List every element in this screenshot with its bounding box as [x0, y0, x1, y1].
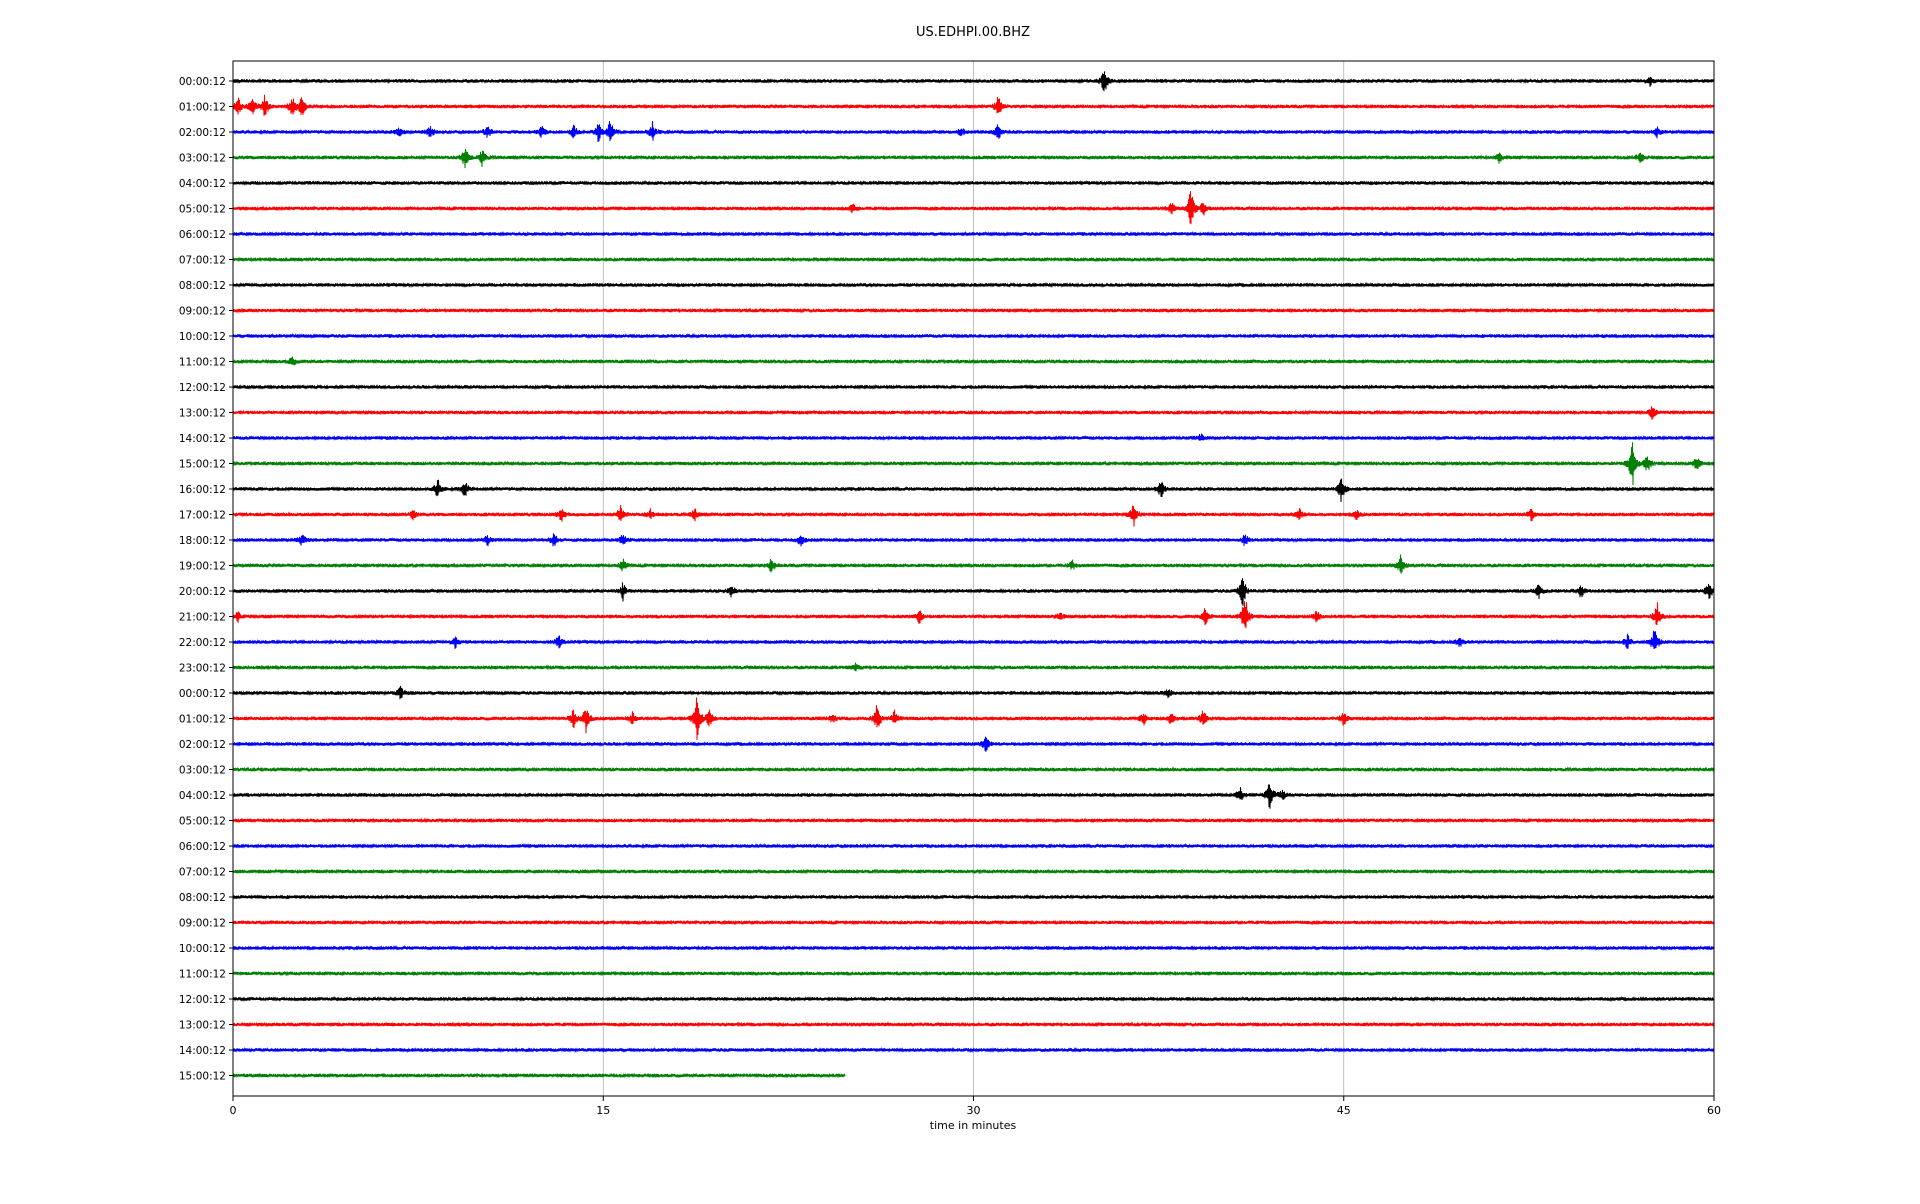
seismic-trace [232, 868, 1715, 875]
seismic-trace [232, 191, 1715, 225]
row-label: 05:00:12 [179, 204, 226, 216]
seismic-trace [232, 71, 1715, 92]
seismic-trace [232, 736, 1715, 752]
row-label: 05:00:12 [179, 816, 226, 828]
row-label: 15:00:12 [179, 1071, 226, 1083]
seismic-trace [232, 970, 1715, 977]
row-label: 19:00:12 [179, 561, 226, 573]
row-label: 06:00:12 [179, 841, 226, 853]
x-tick-label: 60 [1707, 1104, 1721, 1117]
row-label: 09:00:12 [179, 306, 226, 318]
row-label: 03:00:12 [179, 153, 226, 165]
row-label: 10:00:12 [179, 943, 226, 955]
seismic-trace [232, 281, 1715, 289]
x-tick-label: 45 [1337, 1104, 1351, 1117]
seismic-trace [232, 121, 1715, 143]
row-label: 08:00:12 [179, 280, 226, 292]
seismic-trace [232, 784, 1715, 809]
row-label: 04:00:12 [179, 790, 226, 802]
seismic-trace [232, 94, 1715, 116]
seismic-trace [232, 944, 1715, 952]
chart-title: US.EDHPI.00.BHZ [916, 25, 1030, 40]
row-label: 18:00:12 [179, 535, 226, 547]
row-label: 11:00:12 [179, 357, 226, 369]
seismic-trace [232, 478, 1715, 503]
row-label: 09:00:12 [179, 918, 226, 930]
seismic-trace [232, 256, 1715, 263]
seismic-trace [232, 685, 1715, 700]
seismic-trace [232, 406, 1715, 420]
seismic-trace [232, 1021, 1715, 1028]
row-label: 11:00:12 [179, 969, 226, 981]
row-label: 01:00:12 [179, 102, 226, 114]
seismic-trace [232, 148, 1715, 169]
seismic-trace [232, 817, 1715, 824]
x-tick-layer: 0 15 30 45 60 [230, 1096, 1721, 1117]
row-label: 00:00:12 [179, 76, 226, 88]
row-label: 07:00:12 [179, 867, 226, 879]
row-label: 23:00:12 [179, 663, 226, 675]
row-label: 16:00:12 [179, 484, 226, 496]
row-label: 03:00:12 [179, 765, 226, 777]
row-label: 22:00:12 [179, 637, 226, 649]
seismic-trace [232, 230, 1715, 238]
seismic-trace [232, 533, 1715, 547]
seismic-trace [232, 1046, 1715, 1054]
row-label: 07:00:12 [179, 255, 226, 267]
seismic-trace [232, 630, 1715, 650]
row-label: 02:00:12 [179, 127, 226, 139]
row-label: 17:00:12 [179, 510, 226, 522]
seismic-trace [232, 919, 1715, 926]
seismic-trace [232, 383, 1715, 391]
seismic-trace [232, 433, 1715, 441]
row-label: 06:00:12 [179, 229, 226, 241]
seismic-trace [232, 554, 1715, 574]
row-label-layer: 00:00:12 01:00:12 02:00:12 03:00:12 04:00:12… [179, 76, 233, 1083]
x-tick-label: 0 [230, 1104, 237, 1117]
trace-layer [232, 71, 1715, 1079]
row-label: 21:00:12 [179, 612, 226, 624]
seismic-trace [232, 332, 1715, 340]
row-label: 13:00:12 [179, 1020, 226, 1032]
row-label: 04:00:12 [179, 178, 226, 190]
x-axis-label: time in minutes [930, 1119, 1017, 1132]
seismic-trace [232, 995, 1715, 1003]
row-label: 15:00:12 [179, 459, 226, 471]
row-label: 10:00:12 [179, 331, 226, 343]
seismic-trace [232, 766, 1715, 773]
x-tick-label: 30 [967, 1104, 981, 1117]
seismic-trace [232, 442, 1715, 486]
seismic-trace [232, 697, 1715, 741]
x-tick-label: 15 [596, 1104, 610, 1117]
seismic-trace [232, 356, 1715, 366]
seismic-trace [232, 578, 1715, 606]
row-label: 14:00:12 [179, 433, 226, 445]
seismic-trace [232, 505, 1715, 527]
row-label: 13:00:12 [179, 408, 226, 420]
seismic-trace [232, 307, 1715, 314]
seismic-trace [232, 842, 1715, 850]
row-label: 01:00:12 [179, 714, 226, 726]
row-label: 00:00:12 [179, 688, 226, 700]
seismic-trace [232, 179, 1715, 187]
row-label: 02:00:12 [179, 739, 226, 751]
seismic-trace [232, 662, 1715, 672]
seismic-trace [232, 1072, 846, 1079]
row-label: 12:00:12 [179, 382, 226, 394]
seismic-trace [232, 601, 1715, 629]
row-label: 20:00:12 [179, 586, 226, 598]
row-label: 12:00:12 [179, 994, 226, 1006]
seismic-trace [232, 893, 1715, 901]
row-label: 14:00:12 [179, 1045, 226, 1057]
row-label: 08:00:12 [179, 892, 226, 904]
